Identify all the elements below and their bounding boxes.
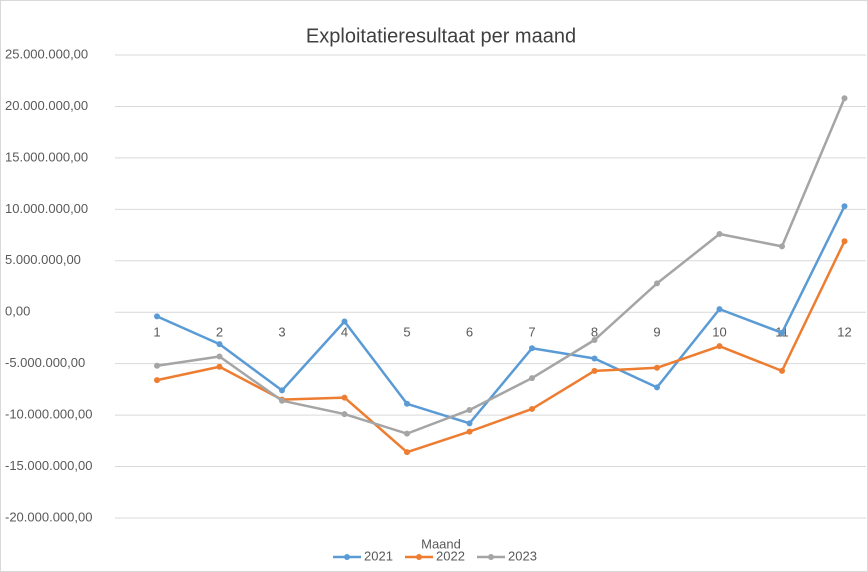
- data-point: [779, 367, 785, 374]
- legend-label: 2022: [436, 548, 465, 563]
- data-point: [466, 406, 473, 413]
- data-point: [216, 363, 223, 370]
- series-line: [156, 205, 846, 425]
- data-point: [654, 384, 660, 391]
- y-tick-label: -15.000.000,00: [5, 458, 92, 473]
- data-point: [279, 397, 285, 404]
- x-axis-title: Maand: [421, 536, 461, 551]
- data-point: [341, 394, 348, 401]
- data-point: [466, 420, 473, 427]
- y-tick-label: -10.000.000,00: [5, 407, 92, 422]
- x-tick-label: 3: [278, 325, 285, 340]
- y-tick-label: 15.000.000,00: [5, 149, 88, 164]
- data-point: [466, 428, 473, 435]
- data-point: [591, 355, 598, 362]
- y-tick-label: -20.000.000,00: [5, 509, 92, 524]
- y-tick-label: 10.000.000,00: [5, 201, 88, 216]
- x-tick-label: 4: [341, 325, 348, 340]
- x-tick-label: 12: [837, 325, 851, 340]
- data-point: [279, 387, 285, 394]
- data-point: [716, 231, 723, 238]
- x-tick-label: 8: [591, 325, 598, 340]
- y-tick-label: -5.000.000,00: [5, 355, 85, 370]
- y-tick-label: 5.000.000,00: [5, 252, 81, 267]
- data-point: [841, 203, 848, 210]
- data-point: [841, 95, 848, 102]
- data-point: [404, 449, 410, 456]
- x-tick-label: 10: [712, 325, 726, 340]
- data-point: [154, 313, 160, 320]
- data-point: [654, 364, 660, 371]
- data-point: [341, 411, 348, 418]
- series-line: [156, 97, 846, 435]
- data-point: [154, 362, 160, 369]
- y-tick-label: 25.000.000,00: [5, 46, 88, 61]
- data-point: [716, 343, 723, 350]
- legend-marker: [416, 554, 422, 560]
- x-tick-label: 9: [653, 325, 660, 340]
- data-point: [591, 367, 598, 374]
- legend-marker: [344, 554, 350, 560]
- data-point: [779, 243, 785, 250]
- y-tick-label: 0,00: [5, 304, 30, 319]
- y-tick-label: 20.000.000,00: [5, 98, 88, 113]
- x-tick-label: 7: [528, 325, 535, 340]
- x-tick-label: 6: [466, 325, 473, 340]
- data-point: [529, 375, 535, 382]
- legend-marker: [488, 554, 494, 560]
- data-point: [529, 345, 535, 352]
- data-point: [529, 405, 535, 412]
- x-tick-label: 5: [403, 325, 410, 340]
- data-point: [154, 377, 160, 384]
- data-point: [216, 341, 223, 348]
- x-tick-label: 2: [216, 325, 223, 340]
- data-point: [654, 280, 660, 287]
- x-tick-label: 1: [153, 325, 160, 340]
- data-point: [216, 353, 223, 360]
- data-point: [404, 430, 410, 437]
- data-point: [591, 337, 598, 344]
- chart-title: Exploitatieresultaat per maand: [306, 25, 576, 47]
- data-point: [716, 306, 723, 313]
- data-point: [404, 400, 410, 407]
- data-point: [841, 238, 848, 245]
- data-point: [341, 318, 348, 325]
- legend-label: 2023: [508, 548, 537, 563]
- legend-label: 2021: [364, 548, 393, 563]
- data-point: [779, 329, 785, 336]
